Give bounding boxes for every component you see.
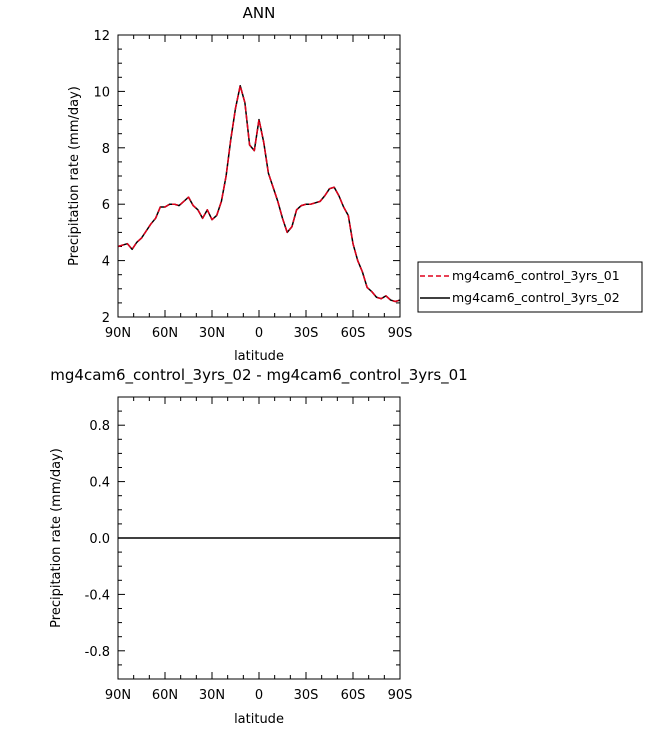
top-ytick-label-2: 6 [102, 198, 110, 213]
bottom-plot-xlabel: latitude [234, 712, 284, 727]
legend-label-01: mg4cam6_control_3yrs_01 [452, 268, 620, 283]
top-xtick-label-1: 60N [152, 326, 178, 341]
bottom-plot-ylabel: Precipitation rate (mm/day) [49, 448, 64, 628]
bottom-ytick-label-1: 0.4 [89, 476, 110, 491]
bottom-plot-ticks: 90N 60N 30N 0 30S 60S 90S 0.8 0.4 0.0 -0.4 -0.8 [85, 396, 413, 703]
bottom-xtick-label-3: 0 [255, 688, 263, 703]
bottom-ytick-label-0: 0.8 [89, 419, 110, 434]
top-plot: ANN 90N 60N 30N 0 30S 60S 90S 2 4 6 8 10 12 latitude… [67, 4, 643, 364]
top-xtick-label-6: 90S [388, 326, 413, 341]
bottom-xtick-label-2: 30N [199, 688, 225, 703]
top-ytick-label-0: 2 [102, 311, 110, 326]
bottom-plot-title: mg4cam6_control_3yrs_02 - mg4cam6_contro… [50, 366, 467, 385]
bottom-plot-frame [117, 396, 401, 680]
top-xtick-label-2: 30N [199, 326, 225, 341]
top-ytick-label-3: 8 [102, 142, 110, 157]
bottom-xtick-label-4: 30S [294, 688, 319, 703]
bottom-xtick-label-0: 90N [105, 688, 131, 703]
bottom-xtick-label-6: 90S [388, 688, 413, 703]
bottom-plot: mg4cam6_control_3yrs_02 - mg4cam6_contro… [49, 366, 468, 727]
top-series-line-0 [117, 85, 401, 303]
legend-box [417, 261, 643, 313]
top-xtick-label-5: 60S [341, 326, 366, 341]
top-plot-ticks: 90N 60N 30N 0 30S 60S 90S 2 4 6 8 10 12 [93, 29, 412, 341]
top-xtick-label-3: 0 [255, 326, 263, 341]
top-xtick-label-0: 90N [105, 326, 131, 341]
top-plot-frame [117, 34, 401, 318]
bottom-ytick-label-2: 0.0 [89, 532, 110, 547]
top-plot-ylabel: Precipitation rate (mm/day) [67, 86, 82, 266]
legend-label-02: mg4cam6_control_3yrs_02 [452, 290, 620, 305]
top-plot-lines [117, 85, 401, 303]
bottom-ytick-label-4: -0.8 [85, 645, 110, 660]
top-plot-xlabel: latitude [234, 349, 284, 364]
bottom-ytick-label-3: -0.4 [85, 588, 110, 603]
top-xtick-label-4: 30S [294, 326, 319, 341]
legend: mg4cam6_control_3yrs_01 mg4cam6_control_… [417, 261, 643, 313]
top-ytick-label-4: 10 [93, 85, 110, 100]
top-plot-title: ANN [243, 4, 276, 22]
bottom-xtick-label-5: 60S [341, 688, 366, 703]
top-ytick-label-5: 12 [93, 29, 110, 44]
bottom-xtick-label-1: 60N [152, 688, 178, 703]
top-ytick-label-1: 4 [102, 255, 110, 270]
top-series-line-1 [117, 85, 401, 303]
